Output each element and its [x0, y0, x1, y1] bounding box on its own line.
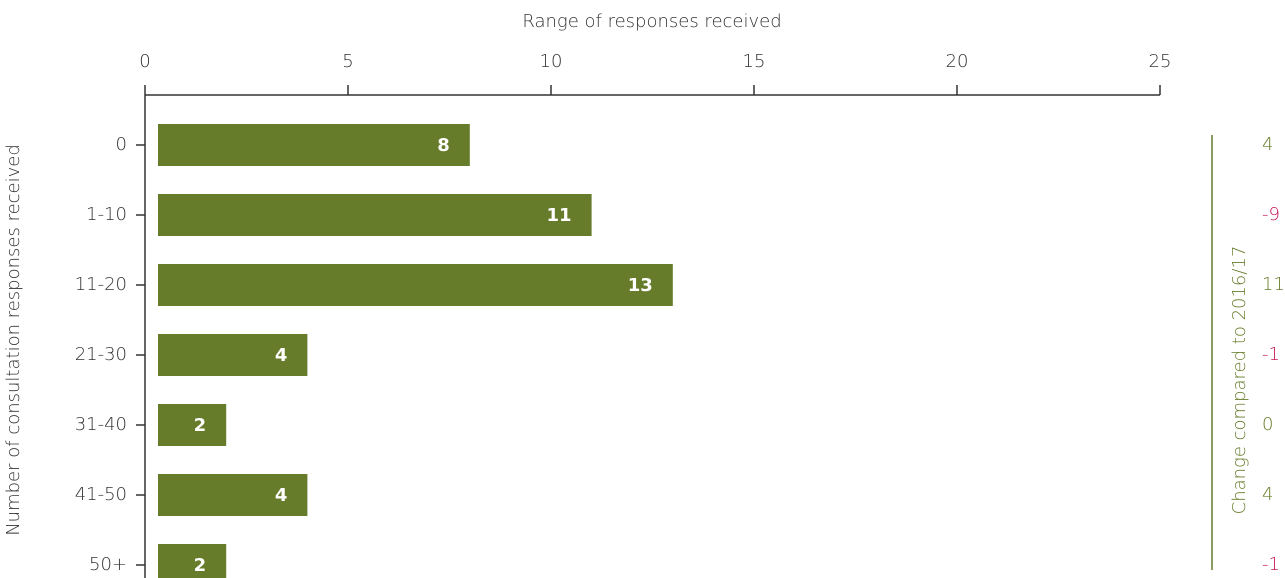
bar-value-label: 8: [437, 135, 450, 156]
x-tick-label: 0: [139, 51, 150, 72]
bar-value-label: 2: [194, 415, 207, 436]
y-tick-label: 0: [116, 134, 127, 155]
y-tick-label: 50+: [89, 554, 127, 575]
y-axis-title: Number of consultation responses receive…: [3, 144, 24, 536]
bar-value-label: 13: [628, 275, 653, 296]
x-tick-label: 5: [342, 51, 353, 72]
y-tick-label: 11-20: [75, 274, 127, 295]
change-value: 4: [1262, 484, 1273, 505]
change-value: -9: [1262, 204, 1280, 225]
bar-value-label: 4: [275, 485, 288, 506]
x-axis-title: Range of responses received: [522, 11, 781, 32]
change-value: 0: [1262, 414, 1273, 435]
change-value: 11: [1262, 274, 1285, 295]
x-tick-label: 10: [540, 51, 563, 72]
y-tick-label: 41-50: [75, 484, 127, 505]
y-tick-label: 21-30: [75, 344, 127, 365]
change-value: -1: [1262, 554, 1280, 575]
x-tick-label: 25: [1149, 51, 1172, 72]
bar: [158, 194, 592, 236]
change-title: Change compared to 2016/17: [1229, 246, 1250, 515]
bar-value-label: 2: [194, 555, 207, 576]
bar: [158, 474, 308, 516]
change-value: 4: [1262, 134, 1273, 155]
bar: [158, 544, 227, 578]
y-tick-label: 1-10: [86, 204, 127, 225]
y-tick-label: 31-40: [75, 414, 127, 435]
bar: [158, 404, 227, 446]
change-value: -1: [1262, 344, 1280, 365]
bar-value-label: 11: [547, 205, 572, 226]
x-tick-label: 15: [743, 51, 766, 72]
bar: [158, 334, 308, 376]
bar: [158, 264, 673, 306]
bar-value-label: 4: [275, 345, 288, 366]
x-tick-label: 20: [946, 51, 969, 72]
bar: [158, 124, 470, 166]
